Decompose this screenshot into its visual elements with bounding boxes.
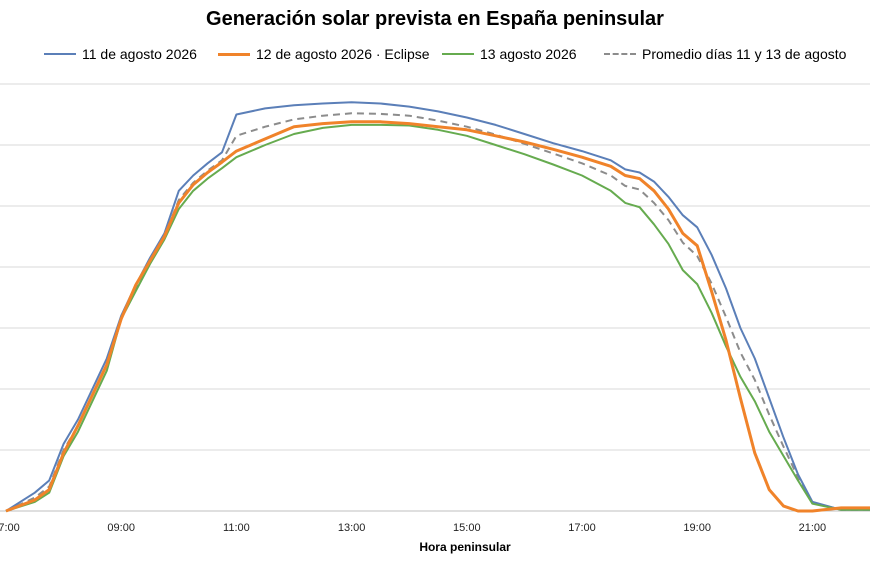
legend: 11 de agosto 2026 12 de agosto 2026 · Ec…: [0, 46, 870, 70]
legend-label-series-3: 13 agosto 2026: [480, 46, 577, 62]
legend-swatch-series-2: [218, 52, 250, 56]
chart-title: Generación solar prevista en España peni…: [206, 8, 664, 30]
legend-item-series-3: 13 agosto 2026: [442, 46, 577, 62]
x-tick-label: 13:00: [338, 522, 366, 534]
legend-swatch-series-4: [604, 53, 636, 55]
legend-item-series-4: Promedio días 11 y 13 de agosto: [604, 46, 846, 62]
x-tick-label: 07:00: [0, 522, 20, 534]
x-tick-labels: 07:00 09:00 11:00 13:00 15:00 17:00 19:00 21:00: [0, 522, 826, 534]
x-tick-label: 17:00: [568, 522, 596, 534]
x-tick-label: 15:00: [453, 522, 481, 534]
series-lines: [5, 101, 870, 513]
legend-item-series-2: 12 de agosto 2026 · Eclipse: [218, 46, 430, 62]
series-line-4: [5, 112, 870, 512]
legend-swatch-series-1: [44, 53, 76, 55]
legend-label-series-2: 12 de agosto 2026 · Eclipse: [256, 46, 430, 62]
x-tick-label: 19:00: [683, 522, 711, 534]
x-tick-label: 21:00: [799, 522, 827, 534]
x-tick-label: 11:00: [223, 522, 250, 534]
legend-swatch-series-3: [442, 53, 474, 55]
x-axis-title: Hora peninsular: [419, 540, 511, 554]
series-line-3: [5, 123, 870, 512]
series-line-2: [5, 120, 870, 513]
x-tick-label: 09:00: [107, 522, 135, 534]
legend-item-series-1: 11 de agosto 2026: [44, 46, 197, 62]
legend-label-series-4: Promedio días 11 y 13 de agosto: [642, 46, 847, 62]
legend-label-series-1: 11 de agosto 2026: [82, 46, 197, 62]
